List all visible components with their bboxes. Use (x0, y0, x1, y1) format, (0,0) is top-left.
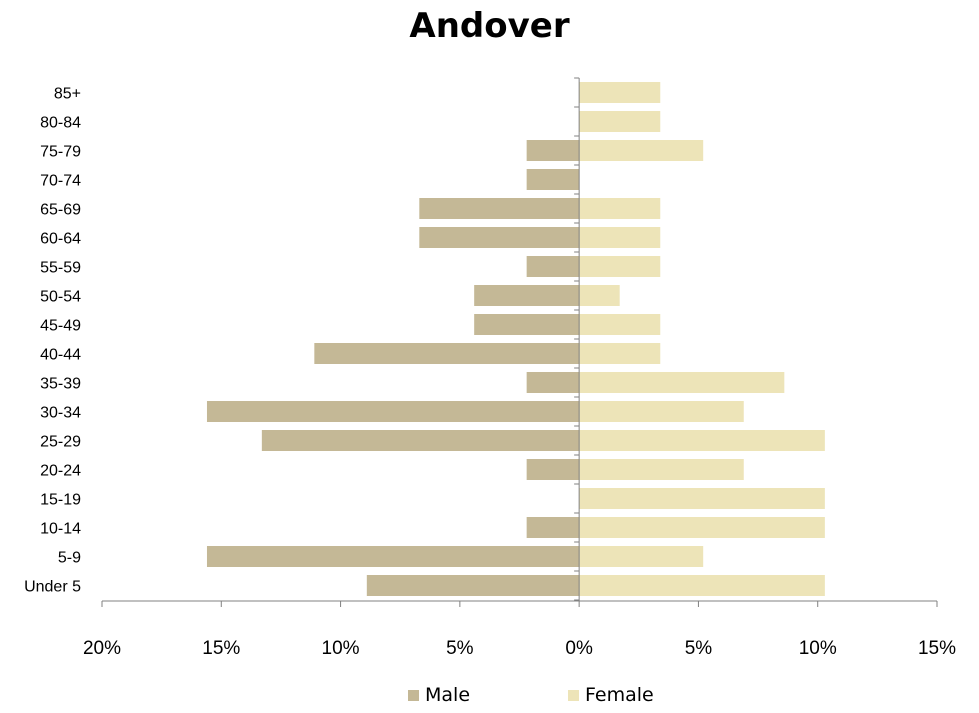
male-bars (206, 140, 580, 596)
legend-label-female: Female (585, 684, 654, 706)
bar-female-85- (579, 82, 661, 103)
bar-male-35-39 (526, 372, 580, 393)
y-tick-label-75-79: 75-79 (40, 144, 81, 161)
legend-swatch-male (408, 689, 419, 701)
bar-male-40-44 (314, 343, 580, 364)
y-tick-label-70-74: 70-74 (40, 173, 81, 190)
legend-swatch-female (568, 689, 579, 701)
bar-female-30-34 (579, 401, 744, 422)
bar-female-10-14 (579, 517, 825, 538)
y-tick-label-40-44: 40-44 (40, 347, 81, 364)
bar-male-75-79 (526, 140, 580, 161)
y-tick-label-50-54: 50-54 (40, 289, 81, 306)
x-tick-label: 20% (83, 638, 121, 659)
bar-male-5-9 (206, 546, 580, 567)
y-tick-label-85-: 85+ (54, 86, 81, 103)
y-tick-label-30-34: 30-34 (40, 405, 81, 422)
bar-female-25-29 (579, 430, 825, 451)
bar-female-5-9 (579, 546, 704, 567)
y-tick-label-25-29: 25-29 (40, 434, 81, 451)
female-bars (579, 82, 825, 596)
bar-male-55-59 (526, 256, 580, 277)
y-tick-label-80-84: 80-84 (40, 115, 81, 132)
bar-female-65-69 (579, 198, 661, 219)
y-tick-label-15-19: 15-19 (40, 492, 81, 509)
bar-male-under-5 (366, 575, 580, 596)
y-tick-label-10-14: 10-14 (40, 521, 81, 538)
bar-female-80-84 (579, 111, 661, 132)
y-tick-label-55-59: 55-59 (40, 260, 81, 277)
x-tick-label: 10% (322, 638, 360, 659)
bar-male-10-14 (526, 517, 580, 538)
y-tick-label-under-5: Under 5 (24, 579, 81, 596)
chart-axes (101, 77, 938, 607)
y-tick-label-5-9: 5-9 (58, 550, 81, 567)
bar-female-50-54 (579, 285, 620, 306)
bar-female-60-64 (579, 227, 661, 248)
bar-male-60-64 (419, 227, 580, 248)
y-tick-label-35-39: 35-39 (40, 376, 81, 393)
y-tick-label-20-24: 20-24 (40, 463, 81, 480)
bar-female-15-19 (579, 488, 825, 509)
bar-male-45-49 (474, 314, 580, 335)
x-axis-labels: 20% 15% 10% 5% 0% 5% 10% 15% (83, 638, 956, 659)
y-tick-label-65-69: 65-69 (40, 202, 81, 219)
y-tick-label-45-49: 45-49 (40, 318, 81, 335)
x-tick-label: 0% (565, 638, 593, 659)
x-tick-label: 10% (799, 638, 837, 659)
bar-female-20-24 (579, 459, 744, 480)
x-tick-label: 5% (446, 638, 474, 659)
bar-female-55-59 (579, 256, 661, 277)
x-tick-label: 15% (202, 638, 240, 659)
bar-male-65-69 (419, 198, 580, 219)
legend-item-male: Male (408, 684, 470, 706)
y-tick-label-60-64: 60-64 (40, 231, 81, 248)
bar-male-25-29 (261, 430, 580, 451)
x-tick-label: 5% (685, 638, 713, 659)
bar-male-50-54 (474, 285, 580, 306)
bar-female-35-39 (579, 372, 785, 393)
legend-item-female: Female (568, 684, 654, 706)
x-tick-label: 15% (918, 638, 956, 659)
chart-title: Andover (409, 6, 570, 46)
bar-female-75-79 (579, 140, 704, 161)
legend-label-male: Male (425, 684, 471, 706)
bar-female-under-5 (579, 575, 825, 596)
bar-male-70-74 (526, 169, 580, 190)
bar-female-45-49 (579, 314, 661, 335)
y-axis-labels: Under 5 5-9 10-14 15-19 20-24 25-29 30-34 35-39… (24, 86, 81, 596)
bar-male-20-24 (526, 459, 580, 480)
bar-female-40-44 (579, 343, 661, 364)
bar-male-30-34 (206, 401, 580, 422)
